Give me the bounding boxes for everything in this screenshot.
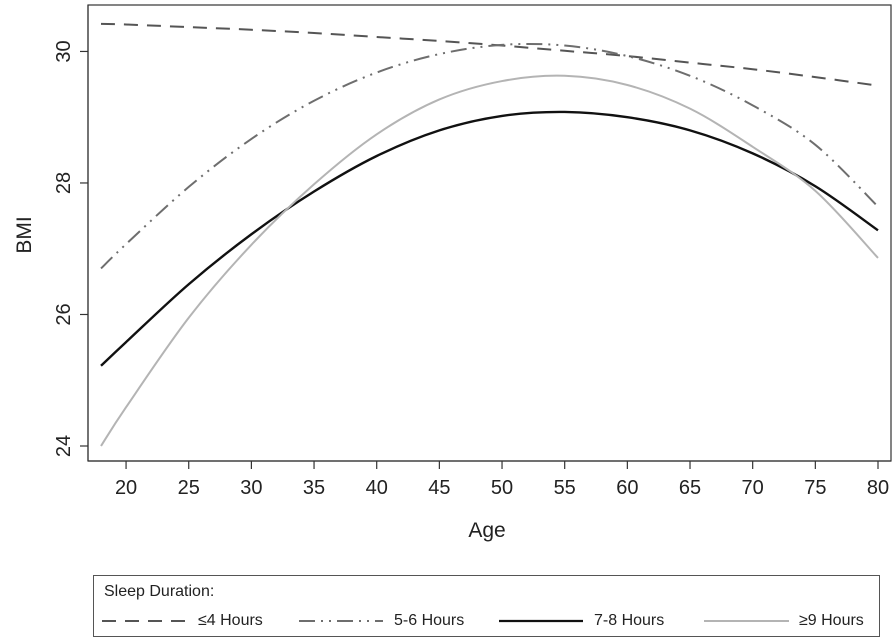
x-tick-label: 80	[867, 477, 889, 499]
y-tick-label: 28	[53, 172, 75, 194]
x-tick-label: 50	[491, 477, 513, 499]
y-axis-ticks: 24 26 28 30	[53, 40, 88, 457]
x-tick-label: 35	[303, 477, 325, 499]
legend-label: ≤4 Hours	[198, 612, 263, 629]
legend-item-1: ≤4 Hours	[102, 610, 286, 632]
x-tick-label: 60	[616, 477, 638, 499]
x-tick-label: 25	[178, 477, 200, 499]
x-tick-label: 40	[366, 477, 388, 499]
legend-label: 5-6 Hours	[394, 612, 465, 629]
x-tick-label: 55	[554, 477, 576, 499]
legend-swatch	[299, 620, 383, 622]
y-tick-label: 24	[53, 435, 75, 457]
x-tick-label: 45	[428, 477, 450, 499]
legend-swatch	[102, 620, 190, 622]
x-tick-label: 30	[240, 477, 262, 499]
legend-item-2: 5-6 Hours	[299, 610, 679, 632]
legend-label: ≥9 Hours	[799, 612, 864, 629]
y-tick-label: 26	[53, 303, 75, 325]
series-line-3	[100, 110, 879, 367]
x-axis-title: Age	[468, 519, 505, 542]
legend-title: Sleep Duration:	[104, 583, 215, 600]
y-axis-title: BMI	[13, 216, 36, 253]
legend-swatch	[704, 620, 789, 622]
series-line-2	[100, 42, 879, 270]
x-tick-label: 70	[742, 477, 764, 499]
x-tick-label: 75	[804, 477, 826, 499]
legend-label: 7-8 Hours	[594, 612, 665, 629]
series-line-4	[100, 74, 879, 447]
series-line-1	[100, 22, 879, 87]
legend-swatch	[499, 619, 583, 623]
plot-frame	[87, 4, 892, 462]
legend-item-4: ≥9 Hours	[704, 610, 893, 632]
legend-item-3: 7-8 Hours	[499, 610, 893, 632]
x-axis-ticks: 20 25 30 35 40 45 50 55 60 65 70 75 80	[115, 461, 889, 499]
x-tick-label: 65	[679, 477, 701, 499]
legend: Sleep Duration: ≤4 Hours 5-6 Hours 7-8 Hou…	[93, 575, 880, 637]
y-tick-label: 30	[53, 40, 75, 62]
x-tick-label: 20	[115, 477, 137, 499]
series-layer	[100, 22, 879, 447]
